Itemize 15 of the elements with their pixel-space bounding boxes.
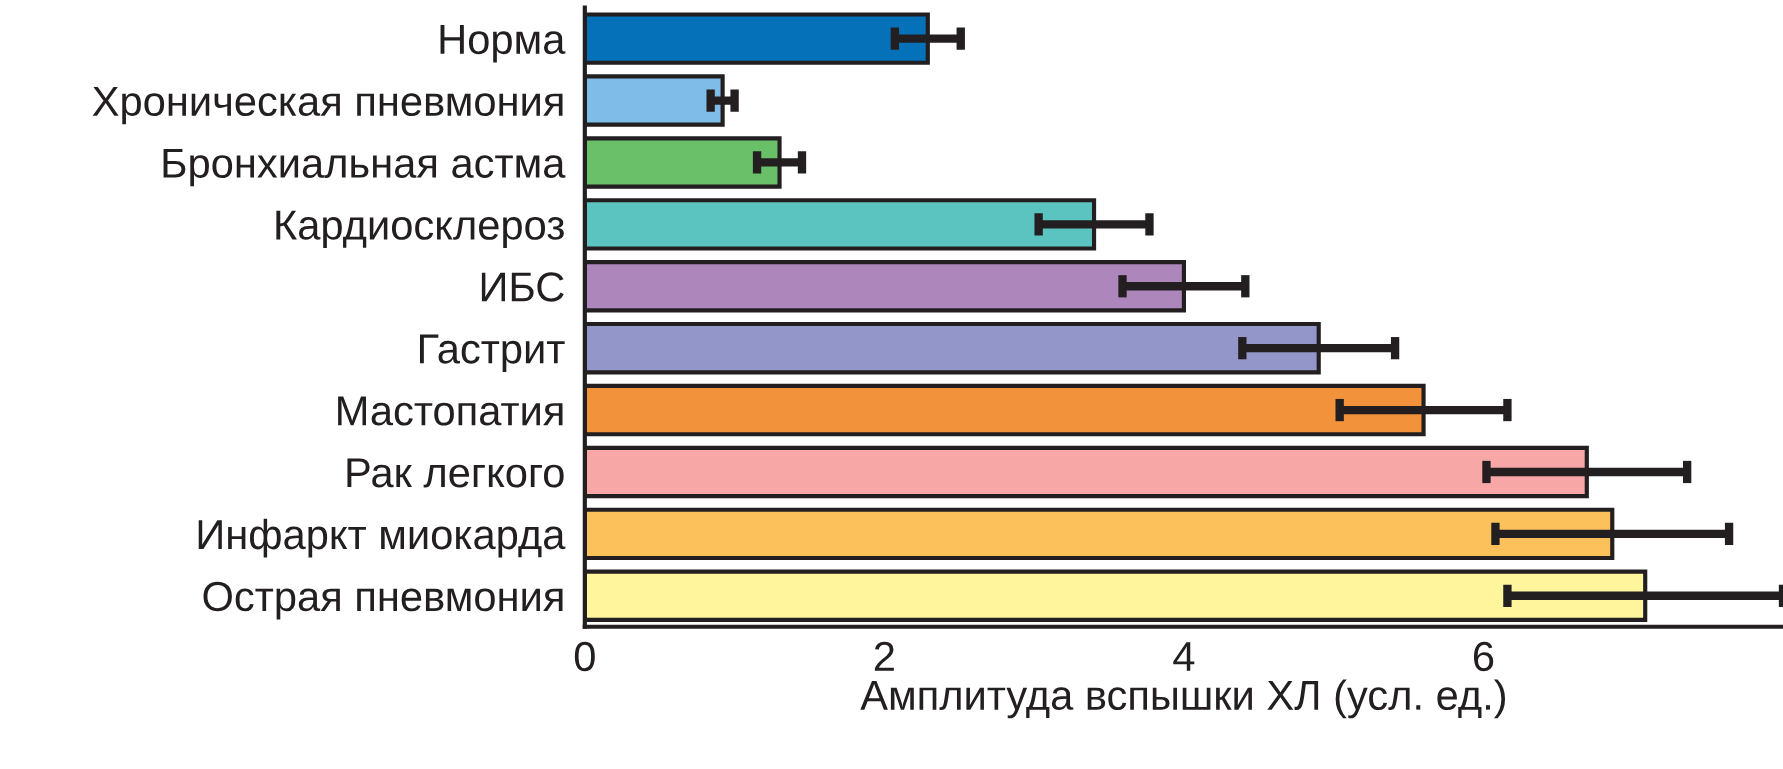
y-tick-label: Кардиосклероз <box>276 210 564 249</box>
y-tick-label: ИБС <box>481 272 564 302</box>
y-tick-label: Бронхиальная астма <box>163 148 566 187</box>
x-tick-label: 4 <box>1173 642 1195 671</box>
x-tick-label: 6 <box>1473 641 1494 672</box>
y-tick-label: Норма <box>440 25 566 63</box>
x-tick-label: 2 <box>874 641 894 671</box>
x-axis-title: Амплитуда вспышки ХЛ (усл. ед.) <box>860 679 1506 719</box>
x-tick-label: 0 <box>574 641 595 672</box>
y-tick-label: Острая пневмония <box>203 581 563 620</box>
y-tick-label: Мастопатия <box>338 396 563 426</box>
y-tick-label: Хроническая пневмония <box>92 86 563 125</box>
y-tick-label: Рак легкого <box>347 458 564 488</box>
y-tick-label: Инфаркт миокарда <box>198 518 566 558</box>
y-tick-label: Гастрит <box>419 334 565 372</box>
